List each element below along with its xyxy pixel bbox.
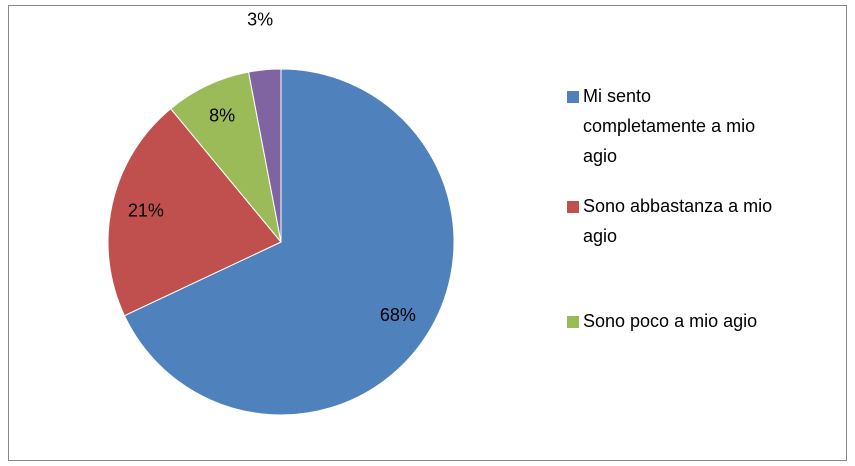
data-label: 3% <box>247 10 273 30</box>
legend-swatch <box>567 91 579 103</box>
legend-line: Sono abbastanza a mio <box>583 196 772 216</box>
pie-slice <box>123 68 455 416</box>
legend-line: agio <box>583 146 617 166</box>
legend-line: Sono poco a mio agio <box>583 311 757 331</box>
legend-swatch <box>567 316 579 328</box>
data-label: 8% <box>209 106 235 126</box>
pie-slice <box>107 107 282 317</box>
legend-label: Sono poco a mio agio <box>583 311 757 331</box>
legend-swatch <box>567 201 579 213</box>
data-label: 68% <box>380 305 416 325</box>
legend-label: Mi sento completamente a mio agio <box>583 86 755 166</box>
pie-slice <box>247 68 282 243</box>
legend-line: Mi sento <box>583 86 651 106</box>
legend-line: agio <box>583 226 617 246</box>
legend-label: Sono abbastanza a mio agio <box>583 196 772 246</box>
data-label: 21% <box>128 201 164 221</box>
legend-line: completamente a mio <box>583 116 755 136</box>
